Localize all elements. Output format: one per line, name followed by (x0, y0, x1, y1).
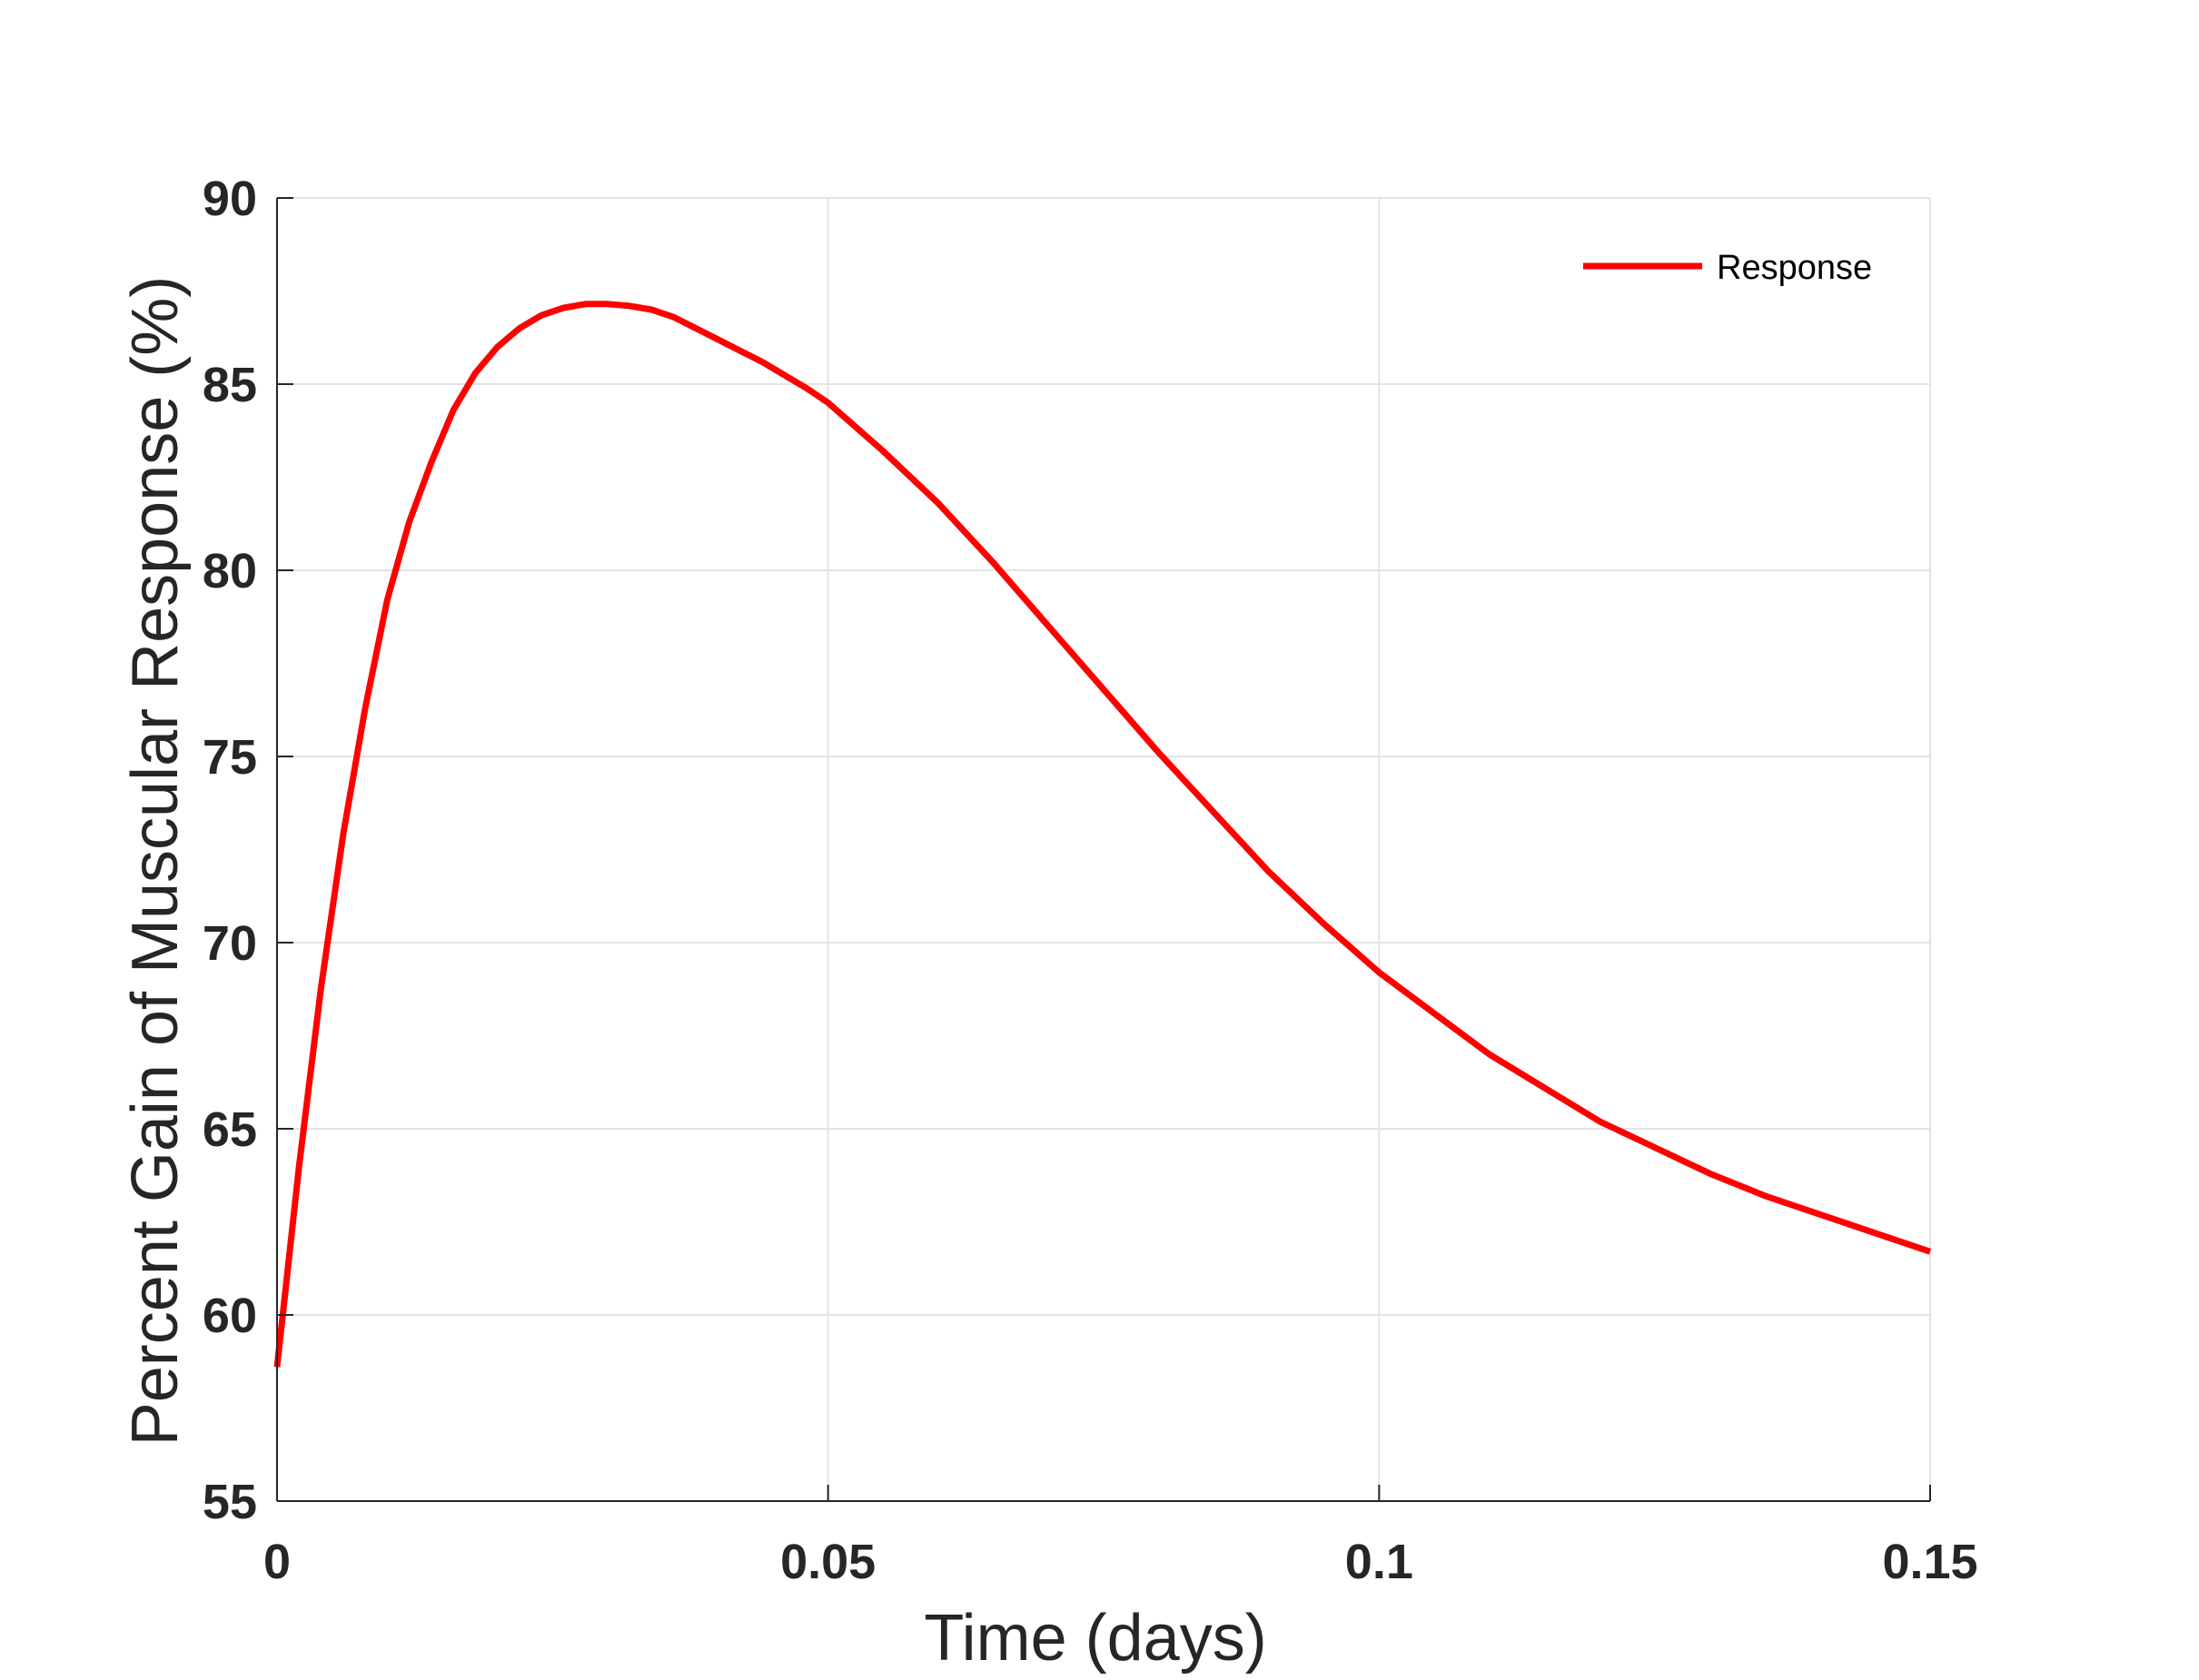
x-tick-label: 0.05 (780, 1535, 876, 1589)
y-tick-label: 65 (203, 1102, 257, 1157)
grid (276, 197, 1931, 1502)
y-tick-label: 70 (203, 916, 257, 971)
y-axis-title: Percent Gain of Muscular Response (%) (119, 276, 192, 1447)
x-tick-label: 0.15 (1882, 1535, 1977, 1589)
y-tick-label: 60 (203, 1289, 257, 1343)
y-tick-label: 55 (203, 1475, 257, 1529)
series-line-response (273, 301, 1932, 1368)
y-tick-label: 90 (203, 172, 257, 226)
axes (276, 197, 1931, 1502)
x-axis-title: Time (days) (924, 1602, 1266, 1675)
x-tick-label: 0.1 (1345, 1535, 1413, 1589)
y-tick-label: 75 (203, 730, 257, 785)
y-tick-label: 85 (203, 358, 257, 412)
tick-labels: 0 0.05 0.1 0.15 55 60 65 70 75 80 85 90 (203, 172, 1978, 1589)
x-tick-label: 0 (263, 1535, 291, 1589)
legend: Response (1583, 249, 1872, 287)
series-layer (273, 301, 1932, 1368)
legend-label: Response (1717, 249, 1872, 287)
y-tick-label: 80 (203, 544, 257, 598)
